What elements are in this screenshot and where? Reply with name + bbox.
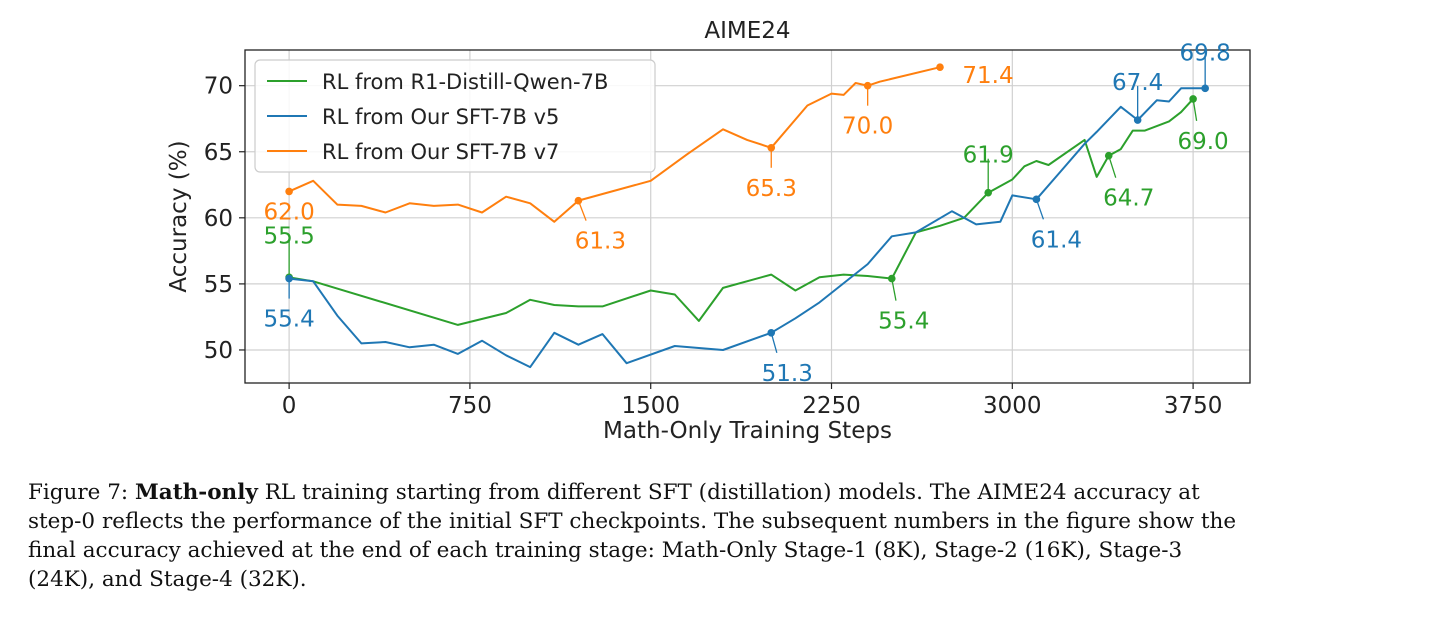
- data-label: 71.4: [962, 63, 1013, 89]
- data-label: 61.4: [1031, 227, 1082, 253]
- data-label: 70.0: [842, 114, 893, 140]
- data-point-marker: [574, 196, 583, 205]
- y-tick-label: 55: [204, 272, 233, 298]
- y-axis-label: Accuracy (%): [166, 140, 192, 292]
- caption-line-1: Figure 7: Math-only RL training starting…: [28, 480, 1200, 505]
- x-tick-label: 0: [282, 393, 297, 419]
- data-label: 65.3: [746, 176, 797, 202]
- series-line-3: [288, 66, 941, 223]
- caption-line-3: final accuracy achieved at the end of ea…: [28, 538, 1183, 563]
- plot-frame: [244, 49, 1251, 384]
- x-tick-label: 3750: [1164, 393, 1223, 419]
- x-axis-label: Math-Only Training Steps: [603, 418, 892, 444]
- caption-line-4: (24K), and Stage-4 (32K).: [28, 567, 307, 592]
- y-tick-label: 50: [204, 338, 233, 364]
- data-label: 62.0: [264, 199, 315, 225]
- data-point-marker: [1104, 151, 1113, 160]
- figure-caption: Figure 7: Math-only RL training starting…: [28, 478, 1428, 594]
- x-tick-label: 750: [448, 393, 492, 419]
- data-point-marker: [767, 328, 776, 337]
- data-point-marker: [285, 187, 293, 196]
- data-point-marker: [1133, 116, 1142, 124]
- x-tick-label: 1500: [621, 393, 680, 419]
- data-label: 69.8: [1180, 40, 1231, 66]
- data-label: 61.3: [575, 229, 626, 255]
- data-point-marker: [863, 81, 872, 90]
- data-label: 64.7: [1103, 186, 1154, 212]
- data-point-marker: [1032, 195, 1041, 204]
- series-line-2: [288, 87, 1206, 369]
- data-label: 55.4: [878, 309, 929, 335]
- data-point-marker: [887, 274, 896, 283]
- data-label: 61.9: [963, 143, 1014, 169]
- caption-line-2: step-0 reflects the performance of the i…: [28, 509, 1237, 534]
- data-point-marker: [1201, 84, 1209, 93]
- legend-entry-2: RL from Our SFT-7B v5: [322, 105, 559, 129]
- legend-box: [254, 59, 656, 173]
- chart-title: AIME24: [704, 18, 790, 44]
- data-point-marker: [984, 188, 993, 197]
- data-label: 69.0: [1177, 129, 1228, 155]
- x-tick-label: 2250: [802, 393, 861, 419]
- data-point-marker: [936, 63, 944, 71]
- y-tick-label: 70: [204, 74, 233, 100]
- chart: 0 750 1500 2250 3000 3750 50 55 60 65 70 AIME24 Math…: [166, 18, 1251, 444]
- data-label: 55.5: [264, 223, 315, 249]
- y-tick-label: 60: [204, 206, 233, 232]
- data-point-marker: [767, 143, 776, 152]
- data-label: 55.4: [264, 307, 315, 333]
- legend-entry-1: RL from R1-Distill-Qwen-7B: [322, 70, 608, 94]
- x-tick-label: 3000: [983, 393, 1042, 419]
- data-point-marker: [1189, 95, 1197, 103]
- data-label: 67.4: [1112, 70, 1163, 96]
- data-point-marker: [285, 274, 293, 283]
- caption-bold: Math-only: [135, 480, 258, 505]
- y-tick-label: 65: [204, 140, 233, 166]
- data-label: 51.3: [762, 361, 813, 387]
- legend-entry-3: RL from Our SFT-7B v7: [322, 140, 559, 164]
- annotation-leader: [1108, 155, 1117, 178]
